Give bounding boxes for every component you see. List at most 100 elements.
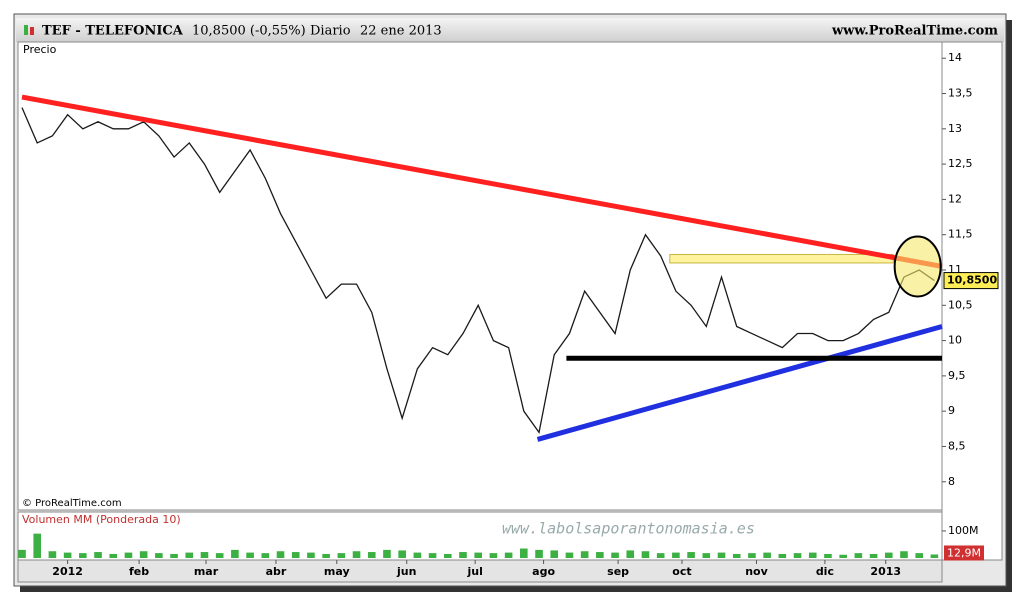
volume-bar bbox=[839, 554, 847, 558]
volume-bar bbox=[565, 552, 574, 558]
price-line bbox=[21, 107, 935, 434]
x-tick-label: 2013 bbox=[870, 565, 901, 578]
x-tick-label: 2012 bbox=[52, 565, 83, 578]
zone bbox=[669, 253, 894, 264]
volume-bar bbox=[717, 552, 726, 558]
volume-bar bbox=[824, 553, 832, 558]
volume-bar bbox=[656, 553, 665, 558]
y-tick-label: 10,5 bbox=[948, 298, 973, 311]
y-tick-label: 12 bbox=[948, 192, 962, 205]
volume-bar bbox=[732, 553, 741, 558]
volume-bar bbox=[322, 553, 330, 558]
volume-bar bbox=[930, 554, 939, 558]
volume-bar bbox=[869, 553, 878, 558]
site: www.ProRealTime.com bbox=[831, 24, 998, 39]
volume-bar bbox=[763, 552, 771, 558]
volume-bar bbox=[109, 553, 118, 558]
volume-bar bbox=[18, 549, 26, 558]
y-tick-label: 11,5 bbox=[948, 228, 973, 241]
y-tick-label: 13 bbox=[948, 122, 962, 135]
y-tick-label: 9,5 bbox=[948, 369, 966, 382]
x-tick-label: may bbox=[324, 565, 350, 578]
volume-bar bbox=[459, 552, 467, 558]
volume-bar bbox=[413, 552, 422, 558]
volume-bar bbox=[915, 553, 923, 558]
quote: 10,8500 (-0,55%) bbox=[192, 24, 306, 39]
volume-bar bbox=[291, 552, 300, 558]
volume-bar bbox=[261, 553, 270, 558]
volume-tag bbox=[944, 545, 984, 561]
volume-bar bbox=[367, 552, 376, 558]
watermark: www.labolsaporantonomasia.es bbox=[502, 520, 755, 538]
volume-bar bbox=[884, 552, 893, 558]
x-axis-panel bbox=[17, 559, 943, 583]
volume-bar bbox=[33, 533, 42, 558]
x-tick-label: ago bbox=[532, 565, 555, 578]
icon bbox=[24, 25, 28, 35]
volume-bar bbox=[246, 552, 254, 558]
volume-bar bbox=[200, 552, 209, 558]
volume-bar bbox=[504, 552, 513, 558]
x-tick-label: abr bbox=[266, 565, 287, 578]
volume-bar bbox=[383, 549, 391, 558]
volume-bar bbox=[672, 552, 680, 558]
volume-bar bbox=[900, 551, 908, 558]
period: Diario bbox=[310, 24, 351, 39]
volume-bar bbox=[231, 549, 239, 558]
volume-bar bbox=[428, 553, 437, 558]
volume-bar bbox=[155, 553, 163, 558]
volume-bar bbox=[170, 553, 178, 558]
price-panel bbox=[17, 41, 943, 511]
y-tick-label: 10 bbox=[948, 334, 962, 347]
volume-bar bbox=[641, 551, 650, 558]
volume-bar bbox=[337, 553, 346, 558]
volume-bar bbox=[626, 550, 635, 558]
volume-bar bbox=[702, 553, 711, 558]
trendline bbox=[536, 324, 943, 442]
volume-bar bbox=[79, 553, 87, 558]
volume-bar bbox=[94, 552, 102, 558]
volume-bar bbox=[611, 552, 619, 558]
trendline bbox=[21, 94, 943, 269]
y-tick-label: 9 bbox=[948, 404, 955, 417]
x-tick-label: sep bbox=[607, 565, 629, 578]
volume-bar bbox=[443, 553, 452, 558]
y-tick-label: 12,5 bbox=[948, 157, 973, 170]
volume-bar bbox=[352, 551, 361, 558]
x-tick-label: nov bbox=[745, 565, 768, 578]
price-tag-label: 10,8500 bbox=[947, 274, 997, 287]
highlight bbox=[893, 235, 942, 298]
volume-label: Volumen MM (Ponderada 10) bbox=[22, 513, 181, 526]
date: 22 ene 2013 bbox=[360, 24, 442, 39]
volume-bar bbox=[687, 552, 695, 558]
volume-bar bbox=[48, 551, 57, 558]
volume-bar bbox=[854, 553, 863, 558]
x-tick-label: mar bbox=[194, 565, 219, 578]
volume-tag-label: 12,9M bbox=[947, 546, 981, 559]
volume-bar bbox=[520, 548, 528, 558]
x-tick-label: jun bbox=[396, 565, 416, 578]
y-label: Precio bbox=[23, 43, 57, 56]
volume-bar bbox=[398, 550, 406, 558]
volume-bar bbox=[215, 553, 224, 558]
volume-tick-label: 100M bbox=[948, 524, 979, 537]
volume-bar bbox=[63, 552, 72, 558]
icon bbox=[30, 27, 34, 35]
x-tick-label: oct bbox=[672, 565, 691, 578]
x-tick-label: feb bbox=[129, 565, 149, 578]
y-tick-label: 8 bbox=[948, 475, 955, 488]
volume-bar bbox=[276, 551, 285, 558]
price-tag bbox=[943, 272, 999, 290]
volume-bar bbox=[535, 549, 543, 558]
volume-bar bbox=[778, 553, 787, 558]
volume-bar bbox=[580, 551, 589, 558]
axis-panel bbox=[941, 41, 1003, 561]
volume-bar bbox=[474, 552, 482, 558]
volume-bar bbox=[793, 553, 802, 558]
volume-bar bbox=[307, 552, 315, 558]
volume-bar bbox=[550, 550, 559, 558]
y-tick-label: 8,5 bbox=[948, 439, 966, 452]
title: TEF - TELEFONICA bbox=[42, 24, 184, 39]
x-tick-label: dic bbox=[816, 565, 834, 578]
